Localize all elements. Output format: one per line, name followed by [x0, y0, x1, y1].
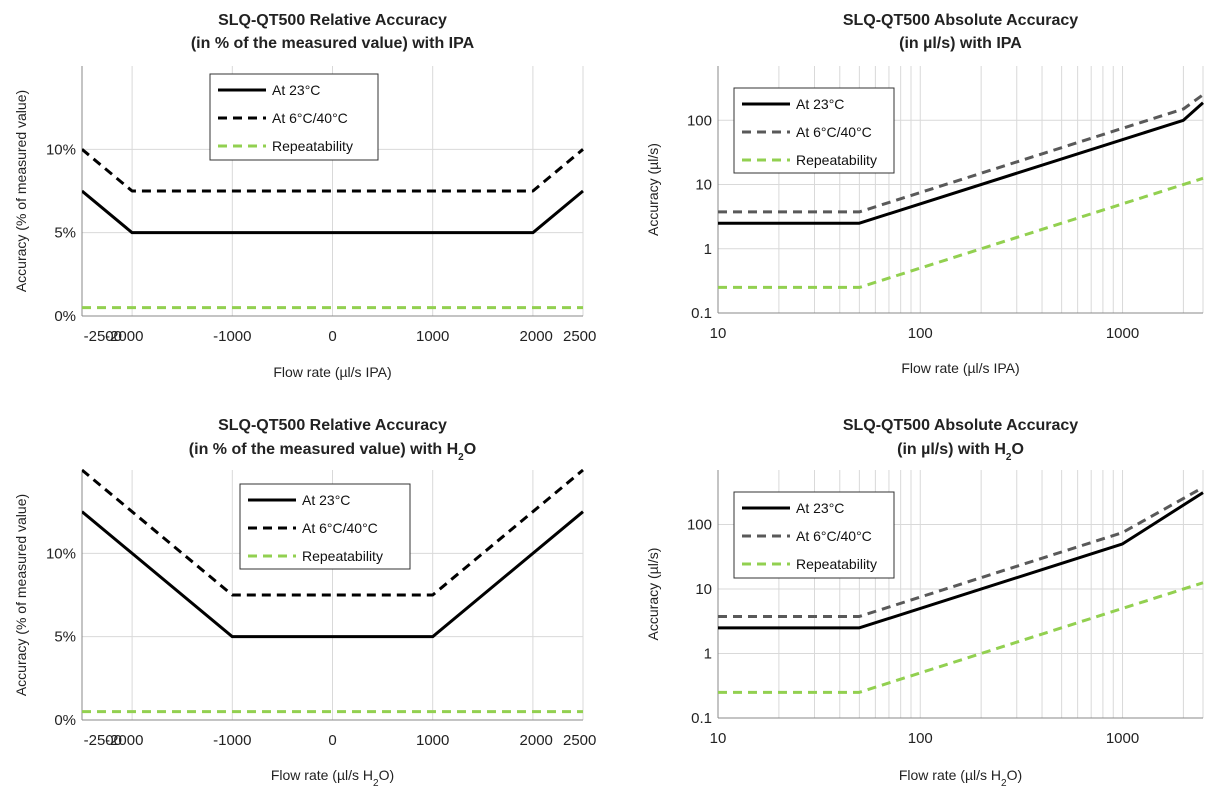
y-tick-label: 10 — [695, 581, 712, 598]
legend-entry: At 23°C — [796, 96, 844, 112]
x-axis-label-part: 2 — [373, 778, 379, 787]
x-tick-label: 2000 — [520, 732, 553, 749]
x-tick-label: 1000 — [1106, 325, 1139, 342]
legend-entry: At 6°C/40°C — [272, 110, 348, 126]
chart-subtitle: (in µl/s) with IPA — [899, 35, 1022, 52]
legend-entry: Repeatability — [796, 152, 877, 168]
x-tick-label: 10 — [710, 730, 727, 747]
y-tick-label: 1 — [704, 646, 712, 663]
chart-title: SLQ-QT500 Relative Accuracy — [218, 12, 447, 29]
x-tick-label: 2000 — [520, 328, 553, 345]
chart-subtitle: (in % of the measured value) with H2O — [189, 441, 476, 463]
x-axis-label: Flow rate (µl/s IPA) — [273, 364, 391, 380]
y-axis-label: Accuracy (µl/s) — [645, 143, 661, 236]
y-tick-label: 5% — [54, 629, 76, 646]
series-line-1 — [82, 468, 584, 597]
series-line-0 — [82, 510, 584, 639]
chart-subtitle: (in µl/s) with H2O — [897, 441, 1024, 463]
x-axis-label-part: O) — [1007, 767, 1023, 783]
y-tick-label: 1 — [704, 241, 712, 258]
legend-entry: At 6°C/40°C — [796, 124, 872, 140]
x-axis-label-part: O) — [379, 767, 395, 783]
chart-subtitle-part: (in % of the measured value) with H — [189, 441, 458, 458]
series-line-2 — [718, 581, 1204, 694]
y-axis-label: Accuracy (% of measured value) — [13, 90, 29, 292]
chart-subtitle-part: O — [1011, 441, 1023, 458]
legend-entry: At 23°C — [796, 500, 844, 516]
x-tick-label: -2000 — [105, 732, 143, 749]
series-line-0 — [718, 491, 1204, 630]
y-axis-label: Accuracy (% of measured value) — [13, 494, 29, 696]
chart-title: SLQ-QT500 Absolute Accuracy — [843, 12, 1078, 29]
x-tick-label: 0 — [328, 732, 336, 749]
x-tick-label: 100 — [908, 325, 933, 342]
x-tick-label: -1000 — [213, 328, 251, 345]
x-tick-label: 1000 — [416, 328, 449, 345]
chart-subtitle-part: (in µl/s) with H — [897, 441, 1006, 458]
x-axis-label: Flow rate (µl/s IPA) — [901, 360, 1019, 376]
y-tick-label: 0.1 — [691, 710, 712, 727]
legend-entry: Repeatability — [796, 556, 877, 572]
x-tick-label: -2000 — [105, 328, 143, 345]
legend-entry: At 23°C — [302, 492, 350, 508]
series-line-2 — [718, 176, 1204, 289]
chart-subtitle: (in % of the measured value) with IPA — [191, 35, 475, 52]
chart-title: SLQ-QT500 Absolute Accuracy — [843, 417, 1078, 434]
legend-entry: At 6°C/40°C — [302, 520, 378, 536]
y-tick-label: 0% — [54, 712, 76, 729]
x-tick-label: 10 — [710, 325, 727, 342]
chart-subtitle-part: O — [464, 441, 476, 458]
y-tick-label: 100 — [687, 517, 712, 534]
legend-entry: Repeatability — [272, 138, 353, 154]
x-axis-label-part: Flow rate (µl/s H — [271, 767, 373, 783]
chart-subtitle-part: 2 — [1006, 452, 1012, 463]
legend-entry: Repeatability — [302, 548, 383, 564]
y-tick-label: 10 — [695, 177, 712, 194]
y-tick-label: 0.1 — [691, 305, 712, 322]
x-tick-label: -2500 — [84, 328, 122, 345]
y-axis-label: Accuracy (µl/s) — [645, 548, 661, 641]
x-axis-label: Flow rate (µl/s H2O) — [271, 767, 394, 787]
x-tick-label: -1000 — [213, 732, 251, 749]
chart-title: SLQ-QT500 Relative Accuracy — [218, 417, 447, 434]
chart-subtitle-part: 2 — [458, 452, 464, 463]
x-tick-label: 1000 — [416, 732, 449, 749]
y-tick-label: 10% — [46, 545, 76, 562]
x-tick-label: 0 — [328, 328, 336, 345]
x-tick-label: 2500 — [563, 732, 596, 749]
legend-entry: At 6°C/40°C — [796, 528, 872, 544]
y-tick-label: 10% — [46, 141, 76, 158]
x-axis-label: Flow rate (µl/s H2O) — [899, 767, 1022, 787]
series-line-0 — [718, 101, 1205, 225]
series-line-0 — [82, 189, 584, 235]
x-tick-label: 1000 — [1106, 730, 1139, 747]
x-axis-label-part: Flow rate (µl/s H — [899, 767, 1001, 783]
y-tick-label: 100 — [687, 112, 712, 129]
y-tick-label: 0% — [54, 308, 76, 325]
series-line-1 — [82, 148, 584, 193]
legend-entry: At 23°C — [272, 82, 320, 98]
y-tick-label: 5% — [54, 225, 76, 242]
x-tick-label: 100 — [908, 730, 933, 747]
x-tick-label: 2500 — [563, 328, 596, 345]
x-axis-label-part: 2 — [1001, 778, 1007, 787]
x-tick-label: -2500 — [84, 732, 122, 749]
